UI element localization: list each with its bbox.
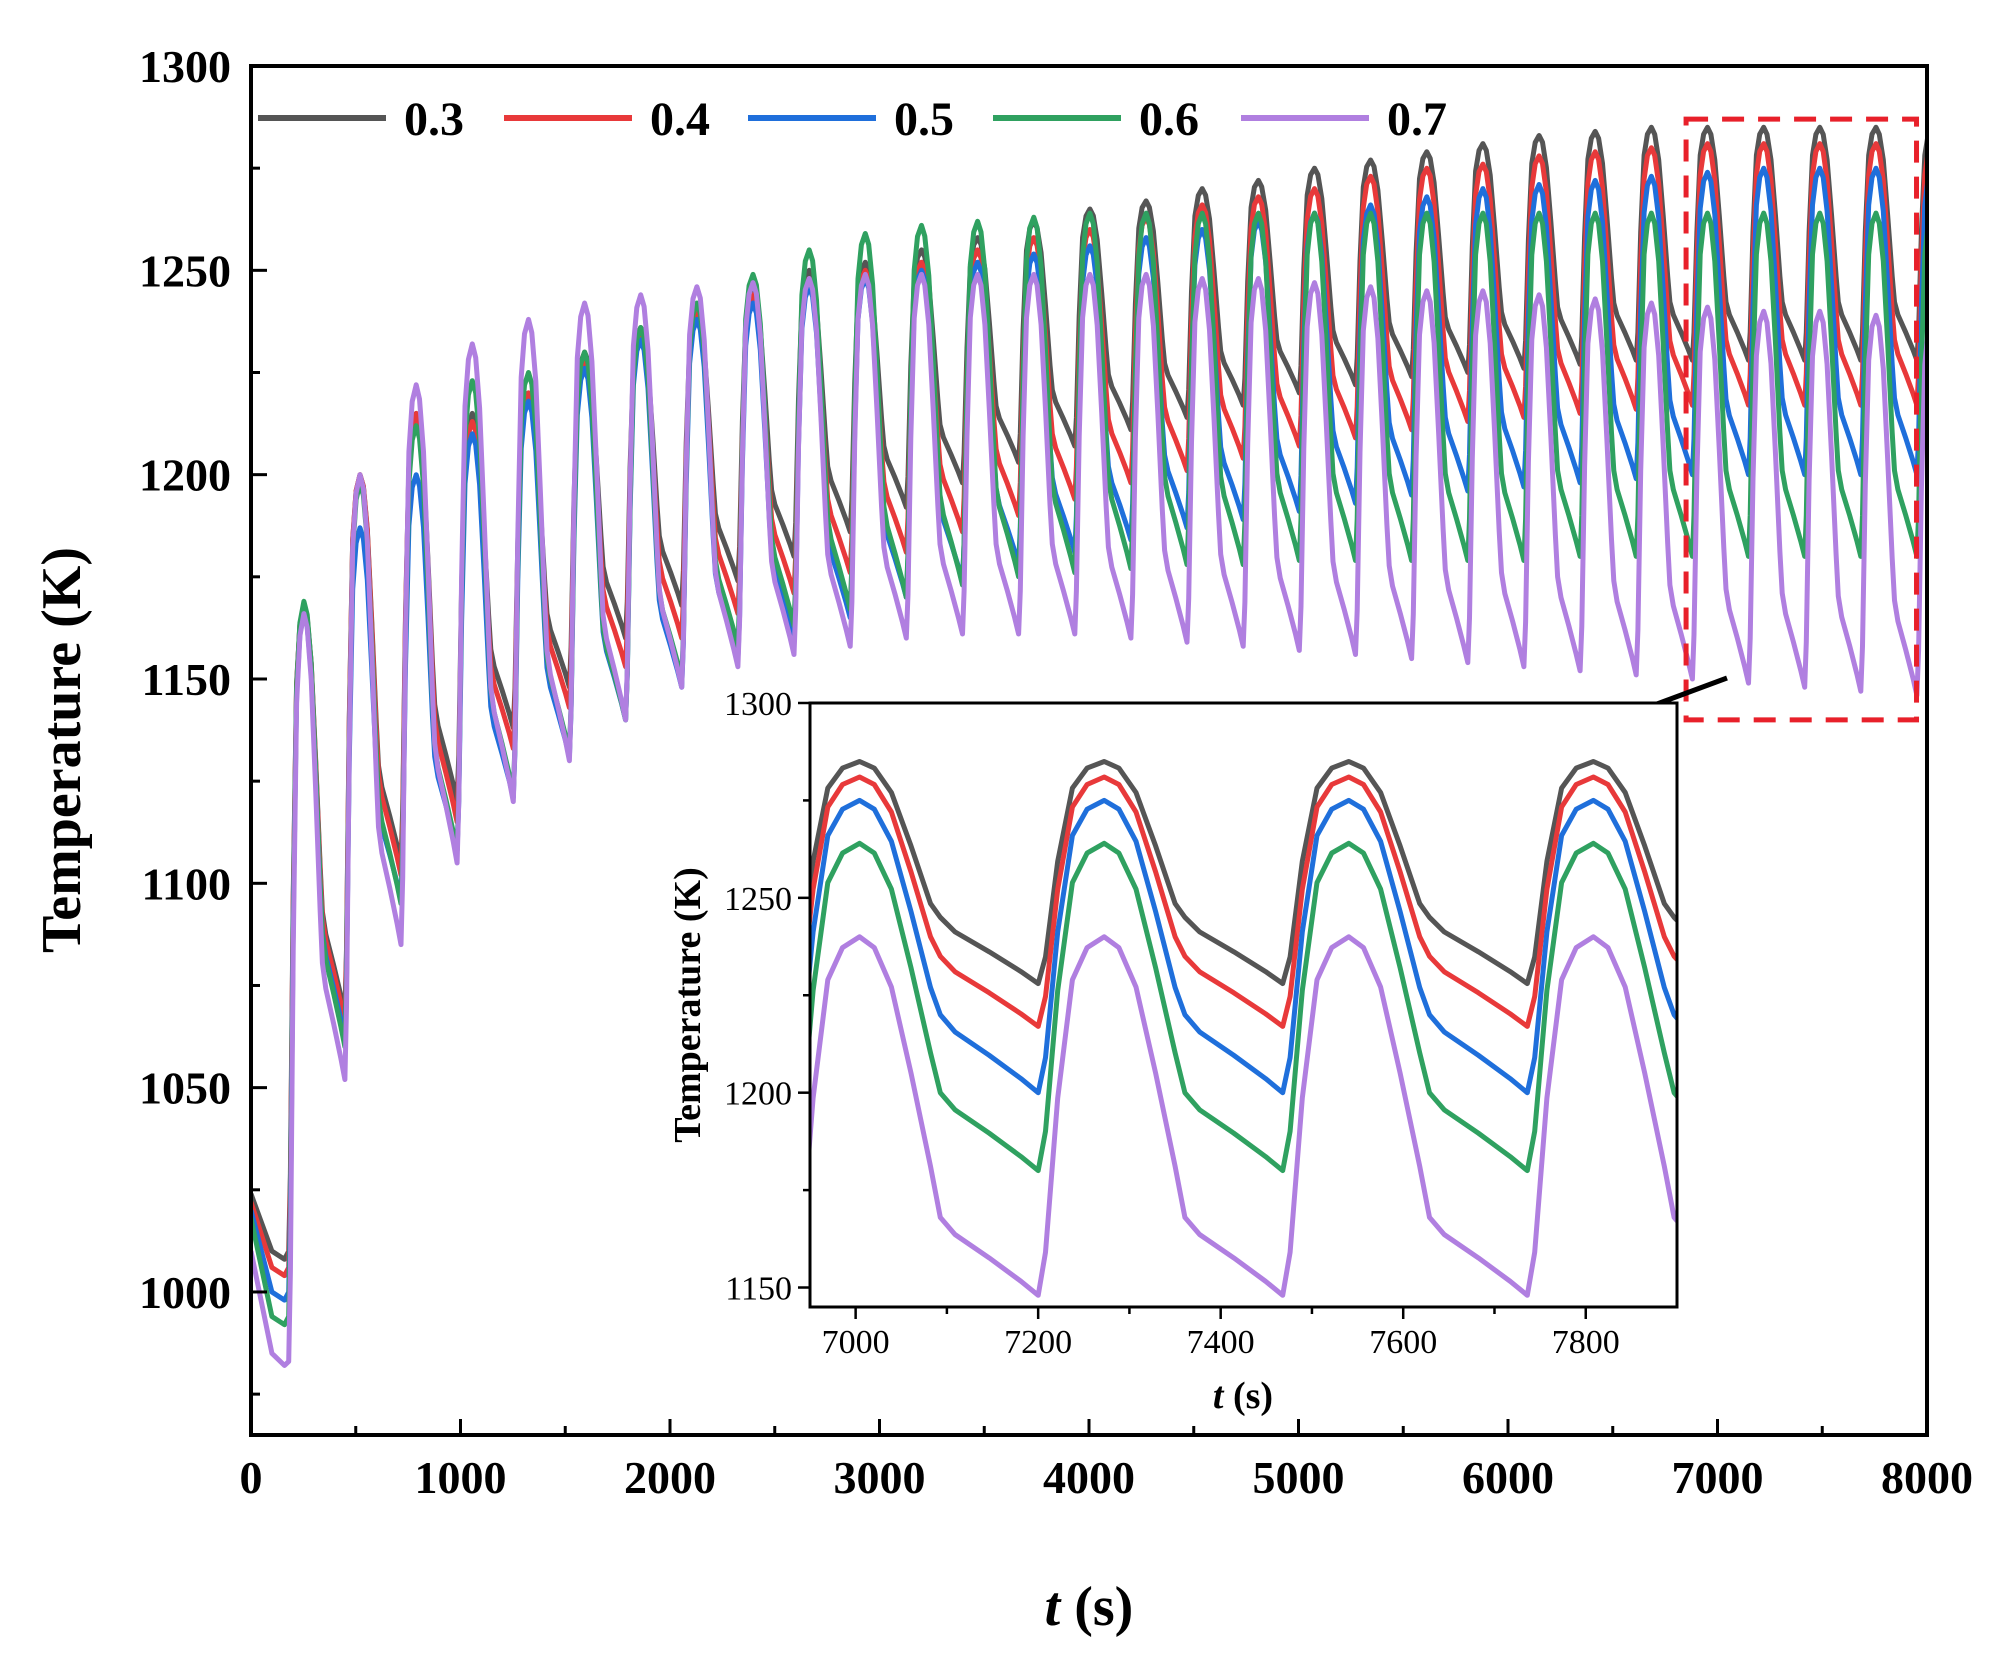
zoom-box xyxy=(1683,116,1920,723)
inset-x-tick-label: 7800 xyxy=(1552,1324,1620,1361)
main-y-axis-title: Temperature (K) xyxy=(31,547,93,953)
main-y-axis: 1000 1050 1100 1150 1200 1250 1300 xyxy=(139,41,267,1396)
inset-x-tick-label: 7000 xyxy=(822,1324,890,1361)
inset-y-tick-label: 1250 xyxy=(724,881,792,918)
inset-x-axis: 7000 7200 7400 7600 7800 xyxy=(822,1307,1620,1361)
inset-plot-frame xyxy=(808,701,1679,1309)
inset-x-axis-title: t (s) xyxy=(1213,1375,1273,1417)
main-y-tick-label: 1100 xyxy=(142,858,231,909)
inset-y-tick-label: 1300 xyxy=(724,686,792,723)
inset-y-tick-label: 1200 xyxy=(724,1076,792,1113)
inset-series-0.7-line xyxy=(810,934,1677,1298)
inset-plot: 7000 7200 7400 7600 7800 1150 1200 1250 1300 t … xyxy=(667,686,1679,1417)
main-x-tick-label: 2000 xyxy=(624,1452,716,1503)
legend-label-0.5: 0.5 xyxy=(894,93,954,146)
main-x-tick-label: 7000 xyxy=(1672,1452,1764,1503)
inset-x-tick-label: 7200 xyxy=(1004,1324,1072,1361)
main-series-0.3-line xyxy=(251,124,1927,1262)
inset-series-0.6-line xyxy=(810,840,1677,1174)
main-plot: 0 1000 2000 3000 4000 5000 6000 7000 8000 100010… xyxy=(31,41,1973,1638)
inset-series-0.4-line xyxy=(810,774,1677,1029)
main-x-axis-title: t (s) xyxy=(1045,1576,1134,1638)
legend-label-0.6: 0.6 xyxy=(1139,93,1199,146)
legend-label-0.4: 0.4 xyxy=(650,93,710,146)
main-y-tick-label: 1000 xyxy=(139,1267,231,1318)
inset-x-tick-label: 7400 xyxy=(1187,1324,1255,1361)
main-x-tick-label: 3000 xyxy=(834,1452,926,1503)
main-y-tick-label: 1050 xyxy=(139,1063,231,1114)
main-x-tick-label: 0 xyxy=(240,1452,263,1503)
main-x-tick-label: 4000 xyxy=(1043,1452,1135,1503)
inset-y-axis-title: Temperature (K) xyxy=(667,867,709,1142)
main-x-tick-label: 6000 xyxy=(1462,1452,1554,1503)
legend: 0.3 0.4 0.5 0.6 0.7 xyxy=(258,93,1447,146)
main-series-0.7-line xyxy=(251,271,1927,1368)
main-x-axis: 0 1000 2000 3000 4000 5000 6000 7000 8000 xyxy=(240,1419,1973,1503)
legend-label-0.3: 0.3 xyxy=(404,93,464,146)
inset-y-tick-label: 1150 xyxy=(725,1271,792,1308)
inset-y-axis: 1150 1200 1250 1300 xyxy=(724,686,810,1308)
inset-series-0.5-line xyxy=(810,797,1677,1096)
main-series-lines xyxy=(251,124,1927,1368)
legend-label-0.7: 0.7 xyxy=(1387,93,1447,146)
main-y-tick-label: 1200 xyxy=(139,450,231,501)
inset-series-lines xyxy=(810,759,1677,1298)
main-x-tick-label: 5000 xyxy=(1253,1452,1345,1503)
main-x-tick-label: 1000 xyxy=(415,1452,507,1503)
main-y-tick-label: 1250 xyxy=(139,245,231,296)
main-y-tick-label: 1150 xyxy=(142,654,231,705)
inset-series-0.3-line xyxy=(810,759,1677,987)
inset-x-tick-label: 7600 xyxy=(1369,1324,1437,1361)
main-x-tick-label: 8000 xyxy=(1881,1452,1973,1503)
main-y-tick-label: 1300 xyxy=(139,41,231,92)
main-series-0.4-line xyxy=(251,141,1927,1279)
